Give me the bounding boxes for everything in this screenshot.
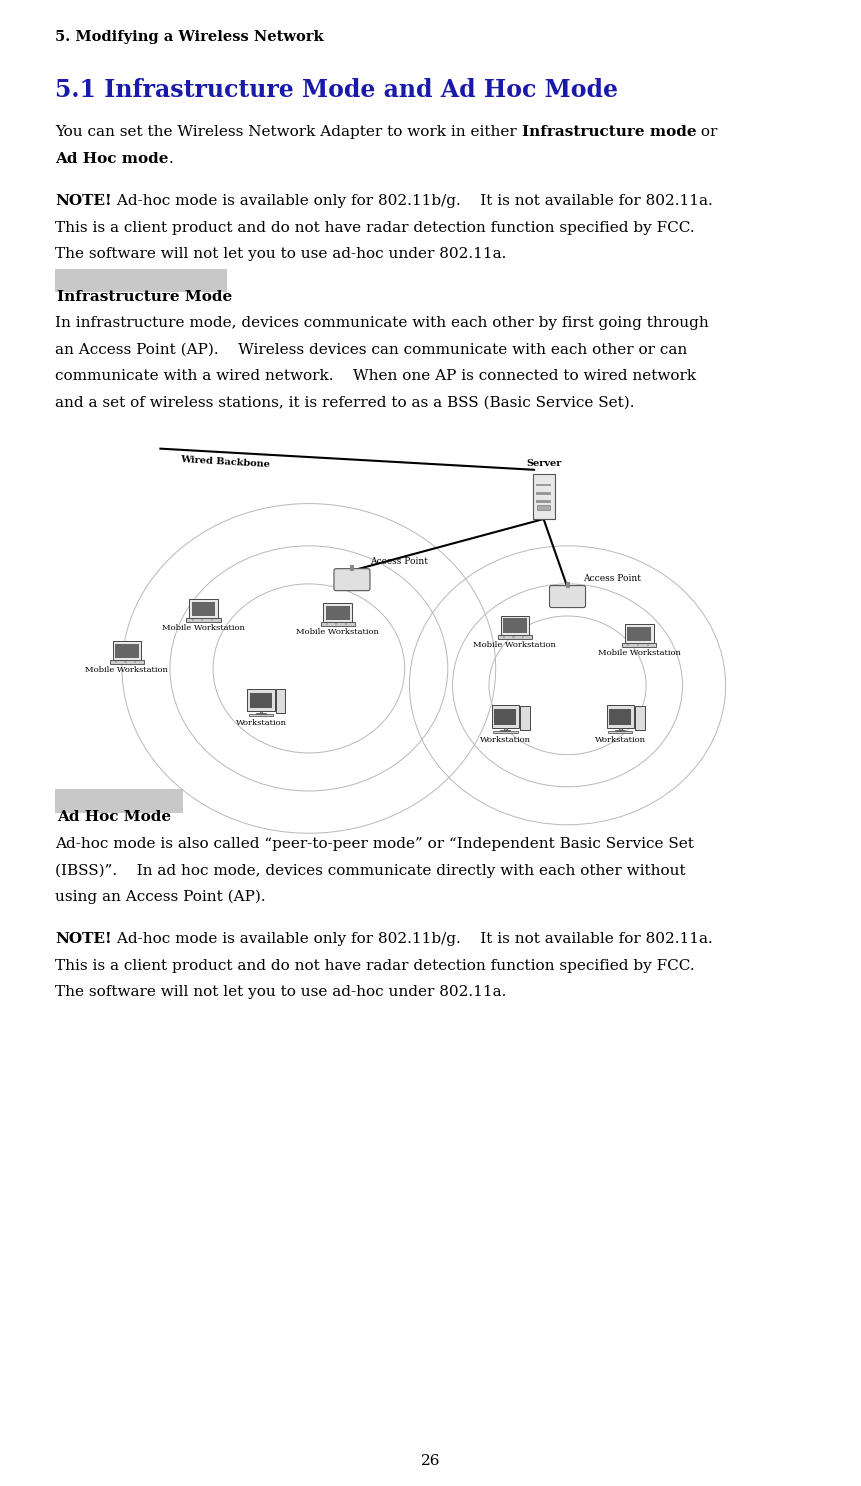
Bar [646,645,647,646]
Bar [189,599,218,618]
Text: In infrastructure mode, devices communicate with each other by first going throu: In infrastructure mode, devices communic… [55,317,708,330]
Text: Wired Backbone: Wired Backbone [180,455,269,468]
Text: 5.1 Infrastructure Mode and Ad Hoc Mode: 5.1 Infrastructure Mode and Ad Hoc Mode [55,77,617,101]
Text: 5. Modifying a Wireless Network: 5. Modifying a Wireless Network [55,30,323,45]
Bar [536,484,551,486]
Text: .: . [168,152,173,166]
Bar [520,706,529,730]
Bar [502,618,526,633]
Bar [607,731,632,733]
Text: communicate with a wired network.    When one AP is connected to wired network: communicate with a wired network. When o… [55,369,696,383]
Bar [191,618,194,621]
Bar [522,636,523,637]
Text: The software will not let you to use ad-hoc under 802.11a.: The software will not let you to use ad-… [55,985,505,999]
Bar [344,623,346,626]
Text: Access Point: Access Point [369,557,427,566]
Text: or: or [696,125,717,140]
Bar [502,636,505,637]
Bar [276,690,285,713]
Text: and a set of wireless stations, it is referred to as a BSS (Basic Service Set).: and a set of wireless stations, it is re… [55,395,634,410]
Text: (IBSS)”.    In ad hoc mode, devices communicate directly with each other without: (IBSS)”. In ad hoc mode, devices communi… [55,863,684,878]
Text: This is a client product and do not have radar detection function specified by F: This is a client product and do not have… [55,221,694,235]
Bar [115,661,117,663]
Text: 26: 26 [421,1453,440,1468]
Text: Infrastructure mode: Infrastructure mode [521,125,696,140]
Text: Mobile Workstation: Mobile Workstation [85,666,168,675]
Bar [325,606,350,620]
Bar [627,645,629,646]
Bar [565,581,569,587]
Text: NOTE!: NOTE! [55,195,111,208]
Text: Workstation: Workstation [480,736,530,743]
Bar [335,623,337,626]
Text: This is a client product and do not have radar detection function specified by F: This is a client product and do not have… [55,958,694,973]
Text: Workstation: Workstation [235,719,286,727]
Text: Ad-hoc mode is available only for 802.11b/g.    It is not available for 802.11a.: Ad-hoc mode is available only for 802.11… [111,932,711,947]
Bar [249,713,273,716]
Text: Mobile Workstation: Mobile Workstation [598,649,680,657]
Text: Mobile Workstation: Mobile Workstation [473,640,555,648]
Bar [55,789,183,813]
Bar [536,501,551,502]
Bar [532,474,554,519]
Bar [55,269,226,293]
Bar [320,623,354,626]
Text: using an Access Point (AP).: using an Access Point (AP). [55,890,265,903]
Text: Ad Hoc mode: Ad Hoc mode [55,152,168,166]
Bar [494,709,516,725]
Bar [259,710,262,713]
Bar [247,688,275,710]
Bar [500,615,529,635]
Bar [491,706,518,728]
Text: NOTE!: NOTE! [55,932,111,947]
Bar [497,635,531,639]
Bar [635,706,644,730]
Bar [511,636,514,637]
Bar [609,709,630,725]
Bar [133,661,136,663]
Text: Mobile Workstation: Mobile Workstation [162,624,245,632]
FancyBboxPatch shape [549,585,585,608]
Bar [624,624,653,643]
Bar [636,645,638,646]
Bar [350,565,354,571]
Text: Mobile Workstation: Mobile Workstation [296,629,379,636]
Bar [191,602,215,615]
Bar [627,627,651,640]
Bar [606,706,633,728]
FancyBboxPatch shape [333,569,369,590]
Bar [325,623,327,626]
Bar [210,618,213,621]
Bar [492,731,517,733]
Bar [504,728,506,730]
Bar [124,661,127,663]
Text: Workstation: Workstation [594,736,645,743]
Text: You can set the Wireless Network Adapter to work in either: You can set the Wireless Network Adapter… [55,125,521,140]
Bar [536,505,549,510]
Bar [618,728,621,730]
Text: Infrastructure Mode: Infrastructure Mode [57,290,232,303]
Text: Ad-hoc mode is also called “peer-to-peer mode” or “Independent Basic Service Set: Ad-hoc mode is also called “peer-to-peer… [55,837,693,850]
Bar [113,640,141,660]
Bar [109,660,144,664]
Text: Access Point: Access Point [583,574,641,583]
Text: an Access Point (AP).    Wireless devices can communicate with each other or can: an Access Point (AP). Wireless devices c… [55,343,686,357]
Text: Server: Server [525,459,561,468]
Bar [250,692,271,709]
Bar [622,643,656,648]
Bar [201,618,203,621]
Bar [536,492,551,495]
Text: Ad Hoc Mode: Ad Hoc Mode [57,810,171,825]
Bar [115,643,139,658]
Text: The software will not let you to use ad-hoc under 802.11a.: The software will not let you to use ad-… [55,247,505,262]
Bar [323,603,351,623]
Text: Ad-hoc mode is available only for 802.11b/g.    It is not available for 802.11a.: Ad-hoc mode is available only for 802.11… [111,195,711,208]
Bar [186,618,220,621]
